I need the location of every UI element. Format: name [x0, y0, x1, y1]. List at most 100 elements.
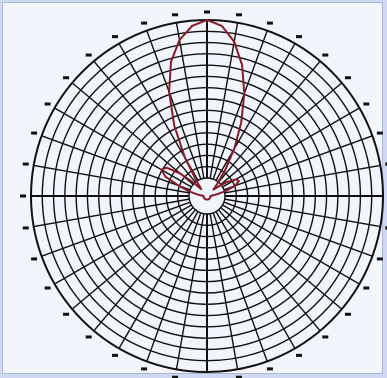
angle-tick: [363, 286, 370, 290]
pattern-point: [221, 25, 223, 27]
angle-tick: [20, 194, 26, 198]
grid-spoke: [33, 198, 190, 228]
pattern-point: [160, 168, 163, 171]
grid-spoke: [222, 107, 360, 188]
grid-spoke: [224, 164, 381, 194]
angle-tick: [296, 35, 302, 39]
angle-tick: [385, 226, 387, 230]
pattern-point: [164, 175, 167, 178]
pattern-point: [212, 188, 215, 191]
grid-spoke: [93, 60, 196, 183]
pattern-point: [179, 172, 181, 175]
angle-tick: [376, 257, 383, 261]
angle-tick: [44, 102, 51, 106]
angle-tick: [63, 312, 70, 316]
pattern-point: [200, 194, 203, 197]
angle-tick: [85, 335, 92, 339]
grid-spoke: [215, 43, 296, 181]
pattern-point: [178, 39, 181, 41]
grid-spoke: [215, 211, 296, 349]
grid-spoke: [209, 22, 239, 179]
pattern-point: [216, 193, 219, 195]
angle-tick: [141, 21, 148, 25]
angle-tick: [141, 367, 148, 371]
angle-tick: [31, 131, 38, 135]
angle-tick: [22, 162, 29, 166]
grid-spoke: [54, 204, 192, 285]
angle-tick: [22, 226, 29, 230]
grid-spoke: [33, 164, 190, 194]
angle-tick: [385, 162, 387, 166]
grid-spoke: [175, 22, 205, 179]
pattern-point: [216, 183, 218, 185]
angle-tick: [296, 353, 302, 357]
pattern-point: [238, 180, 240, 182]
grid-spoke: [209, 213, 239, 370]
grid-spoke: [54, 107, 192, 188]
angle-tick: [172, 375, 179, 378]
grid-spoke: [41, 201, 191, 257]
grid-spoke: [41, 135, 191, 191]
angle-tick: [85, 53, 92, 57]
grid-spoke: [146, 30, 202, 180]
angle-tick: [266, 21, 273, 25]
angle-tick: [172, 13, 179, 17]
angle-tick: [235, 375, 242, 378]
pattern-point: [202, 195, 205, 197]
pattern-point: [187, 190, 190, 192]
angle-tick: [344, 312, 351, 316]
pattern-point: [173, 125, 176, 127]
pattern-point: [241, 64, 243, 66]
angle-tick: [63, 76, 70, 80]
pattern-point: [211, 194, 214, 197]
pattern-point: [235, 178, 237, 181]
pattern-point: [206, 19, 208, 21]
pattern-point: [226, 181, 228, 183]
pattern-point: [200, 188, 203, 191]
angle-tick: [44, 286, 51, 290]
angle-tick: [112, 353, 118, 357]
angle-tick: [204, 10, 210, 14]
pattern-point: [165, 166, 168, 169]
grid-spoke: [222, 204, 360, 285]
pattern-point: [216, 186, 219, 188]
pattern-point: [234, 184, 236, 187]
angle-tick: [235, 13, 242, 17]
pattern-point: [178, 184, 180, 187]
polar-grid: [30, 19, 384, 373]
grid-spoke: [93, 209, 196, 332]
grid-spoke: [220, 82, 343, 185]
grid-spoke: [212, 212, 268, 362]
grid-spoke: [220, 207, 343, 310]
pattern-point: [196, 180, 198, 183]
grid-spoke: [71, 82, 194, 185]
pattern-point: [168, 91, 170, 93]
grid-spoke: [146, 212, 202, 362]
pattern-point: [224, 190, 227, 192]
radiation-pattern: [159, 19, 246, 201]
grid-spoke: [118, 211, 199, 349]
pattern-point: [195, 193, 198, 195]
grid-spoke: [224, 198, 381, 228]
grid-spoke: [212, 30, 268, 180]
angle-tick: [376, 131, 383, 135]
angle-tick: [322, 53, 329, 57]
angle-tick: [31, 257, 38, 261]
grid-spoke: [218, 209, 321, 332]
pattern-point: [224, 169, 226, 171]
angle-tick: [266, 367, 273, 371]
grid-spoke: [218, 60, 321, 183]
pattern-point: [193, 182, 196, 185]
angle-tick: [322, 335, 329, 339]
angle-tick: [363, 102, 370, 106]
pattern-point: [191, 25, 193, 27]
angle-tick-marks: [20, 10, 387, 378]
pattern-point: [240, 121, 243, 124]
angle-tick: [344, 76, 351, 80]
grid-spoke: [223, 201, 373, 257]
pattern-point: [233, 147, 236, 150]
grid-spoke: [71, 207, 194, 310]
pattern-point: [184, 157, 186, 159]
pattern-point: [233, 40, 236, 43]
grid-spoke: [175, 213, 205, 370]
